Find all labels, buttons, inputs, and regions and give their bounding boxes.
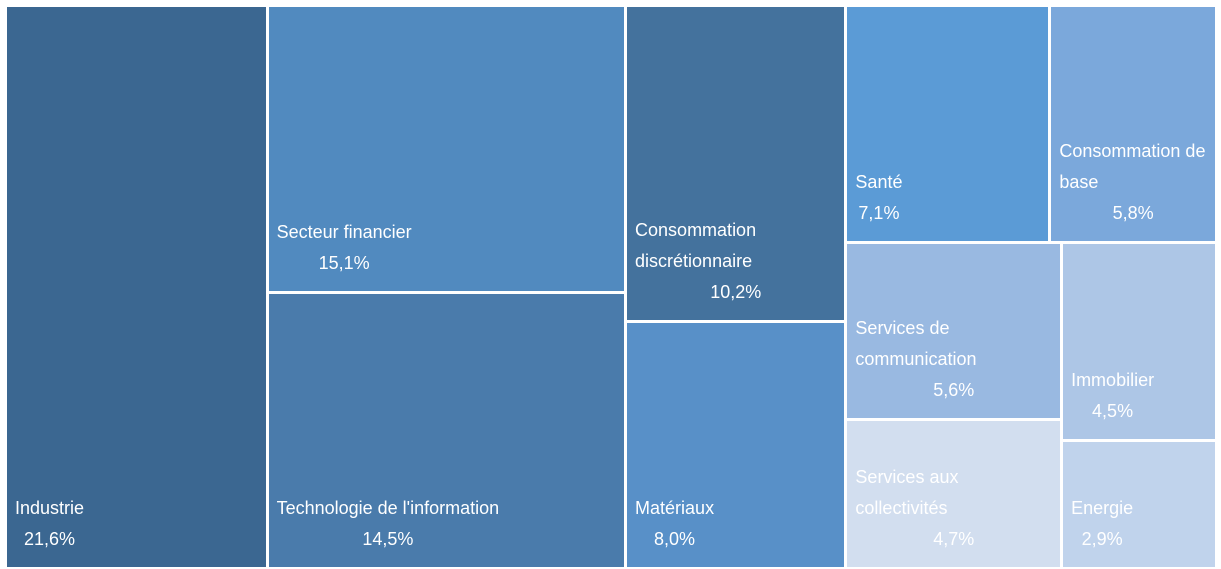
value-label: 21,6% xyxy=(24,529,76,549)
label-group: Services aux collectivités 4,7% xyxy=(855,462,1052,555)
cell-label: Consommation de base 5,8% xyxy=(1059,136,1207,229)
treemap-cell: Matériaux 8,0% xyxy=(627,322,845,567)
label-group: Immobilier 4,5% xyxy=(1071,365,1154,427)
label-group: Energie 2,9% xyxy=(1071,493,1133,555)
label-group: Secteur financier 15,1% xyxy=(277,217,412,279)
category-label: Services de communication xyxy=(855,318,977,370)
value-label: 14,5% xyxy=(362,528,414,549)
cell-label: Energie 2,9% xyxy=(1071,493,1207,555)
cell-label: Santé 7,1% xyxy=(855,167,1040,229)
value-label: 4,7% xyxy=(933,528,975,549)
category-label: Energie xyxy=(1071,497,1134,518)
treemap-cell: Technologie de l'information 14,5% xyxy=(268,294,625,567)
value-label: 10,2% xyxy=(710,281,762,302)
category-label: Matériaux xyxy=(635,497,715,518)
treemap-cell: Services de communication 5,6% xyxy=(847,244,1061,419)
label-group: Services de communication 5,6% xyxy=(855,313,1052,406)
treemap-cell: Consommation discrétionnaire 10,2% xyxy=(627,7,845,320)
value-label: 4,5% xyxy=(1092,401,1134,422)
value-label: 15,1% xyxy=(318,253,370,274)
category-label: Technologie de l'information xyxy=(276,497,500,518)
value-label: 8,0% xyxy=(654,528,696,549)
category-label: Services aux collectivités xyxy=(855,466,959,518)
category-label: Santé xyxy=(855,172,903,193)
treemap-cell: Services aux collectivités 4,7% xyxy=(847,421,1061,567)
cell-label: Technologie de l'information 14,5% xyxy=(277,493,616,555)
cell-label: Secteur financier 15,1% xyxy=(277,217,616,279)
label-group: Santé 7,1% xyxy=(855,167,902,229)
treemap-cell: Immobilier 4,5% xyxy=(1063,244,1215,440)
treemap-cell: Santé 7,1% xyxy=(847,7,1049,242)
value-label: 5,6% xyxy=(933,380,975,401)
label-group: Consommation de base 5,8% xyxy=(1059,136,1207,229)
cell-label: Consommation discrétionnaire 10,2% xyxy=(635,215,836,308)
category-label: Industrie xyxy=(15,498,85,518)
label-group: Matériaux 8,0% xyxy=(635,493,714,555)
value-label: 2,9% xyxy=(1081,528,1123,549)
value-label: 7,1% xyxy=(858,203,900,224)
label-group: Industrie 21,6% xyxy=(15,493,84,555)
cell-label: Matériaux 8,0% xyxy=(635,493,836,555)
treemap-cell: Consommation de base 5,8% xyxy=(1051,7,1215,242)
category-label: Immobilier xyxy=(1071,370,1155,391)
cell-label: Services de communication 5,6% xyxy=(855,313,1052,406)
value-label: 5,8% xyxy=(1112,203,1154,224)
cell-label: Services aux collectivités 4,7% xyxy=(855,462,1052,555)
category-label: Consommation discrétionnaire xyxy=(635,219,757,271)
treemap-cell: Industrie 21,6% xyxy=(7,7,266,567)
treemap-cell: Energie 2,9% xyxy=(1063,442,1215,567)
label-group: Technologie de l'information 14,5% xyxy=(277,493,500,555)
category-label: Secteur financier xyxy=(276,222,412,243)
cell-label: Industrie 21,6% xyxy=(15,493,258,555)
treemap-cell: Secteur financier 15,1% xyxy=(268,7,625,292)
cell-label: Immobilier 4,5% xyxy=(1071,365,1207,427)
category-label: Consommation de base xyxy=(1059,141,1206,193)
label-group: Consommation discrétionnaire 10,2% xyxy=(635,215,836,308)
